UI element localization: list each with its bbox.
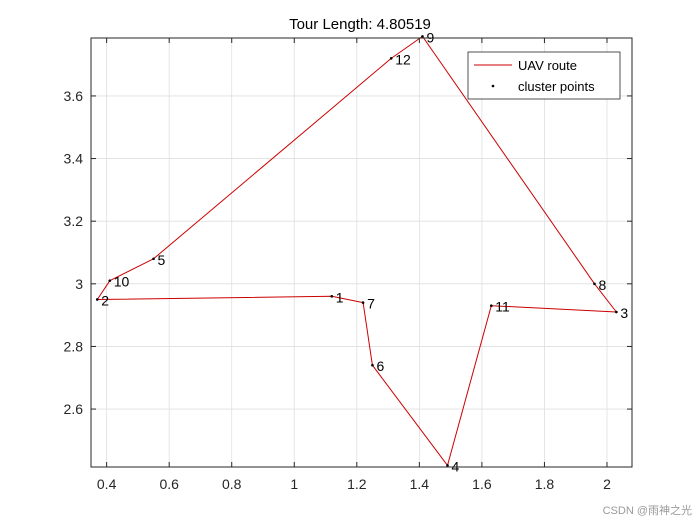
cluster-point-4 — [446, 464, 449, 467]
axes-background — [91, 38, 632, 467]
cluster-point-9 — [421, 35, 424, 38]
cluster-points — [95, 35, 618, 467]
point-label-12: 12 — [395, 51, 411, 67]
legend-points-swatch — [491, 84, 495, 88]
cluster-point-8 — [593, 282, 596, 286]
point-label-5: 5 — [158, 252, 166, 268]
cluster-point-11 — [489, 304, 493, 308]
x-tick-label: 1.8 — [535, 476, 555, 492]
y-tick-label: 2.6 — [64, 401, 84, 417]
y-tick-label: 3 — [75, 276, 83, 292]
cluster-point-5 — [152, 257, 155, 261]
x-tick-label: 1.6 — [472, 476, 492, 492]
cluster-point-3 — [615, 310, 618, 314]
point-label-3: 3 — [620, 305, 628, 321]
y-tick-label: 3.4 — [64, 151, 84, 167]
x-tick-label: 0.6 — [159, 476, 179, 492]
grid-lines — [91, 38, 632, 467]
axes-frame — [90, 37, 633, 468]
cluster-point-10 — [108, 279, 112, 282]
cluster-point-2 — [95, 298, 99, 301]
legend: UAV route cluster points — [467, 51, 621, 100]
y-tick-label: 2.8 — [64, 338, 84, 354]
point-label-4: 4 — [451, 458, 459, 474]
cluster-point-12 — [389, 57, 393, 60]
x-tick-label: 1 — [290, 476, 298, 492]
y-tick-label: 3.2 — [64, 213, 84, 229]
point-label-1: 1 — [336, 289, 344, 305]
cluster-point-6 — [371, 363, 374, 367]
axis-ticks: 0.4 0.6 0.8 1 1.2 1.4 1.6 1.8 2 2.6 2.8 3 3.2 3.4 3.6 — [64, 38, 632, 492]
cluster-point-1 — [330, 295, 334, 298]
x-tick-label: 1.2 — [347, 476, 367, 492]
legend-points-label: cluster points — [518, 79, 595, 94]
y-tick-label: 3.6 — [64, 88, 84, 104]
point-label-8: 8 — [598, 277, 606, 293]
point-label-11: 11 — [495, 299, 510, 315]
x-tick-label: 1.4 — [410, 476, 430, 492]
chart-title: Tour Length: 4.80519 — [289, 16, 431, 33]
legend-route-label: UAV route — [518, 58, 577, 73]
x-tick-label: 0.8 — [222, 476, 242, 492]
watermark: CSDN @雨神之光 — [603, 503, 692, 517]
cluster-point-7 — [361, 301, 365, 304]
point-label-6: 6 — [376, 358, 384, 374]
point-label-9: 9 — [426, 29, 434, 45]
point-label-10: 10 — [114, 274, 130, 290]
point-label-2: 2 — [101, 292, 109, 308]
legend-box — [467, 51, 621, 100]
x-tick-label: 2 — [603, 476, 611, 492]
point-label-7: 7 — [367, 296, 375, 312]
x-tick-label: 0.4 — [97, 476, 117, 492]
